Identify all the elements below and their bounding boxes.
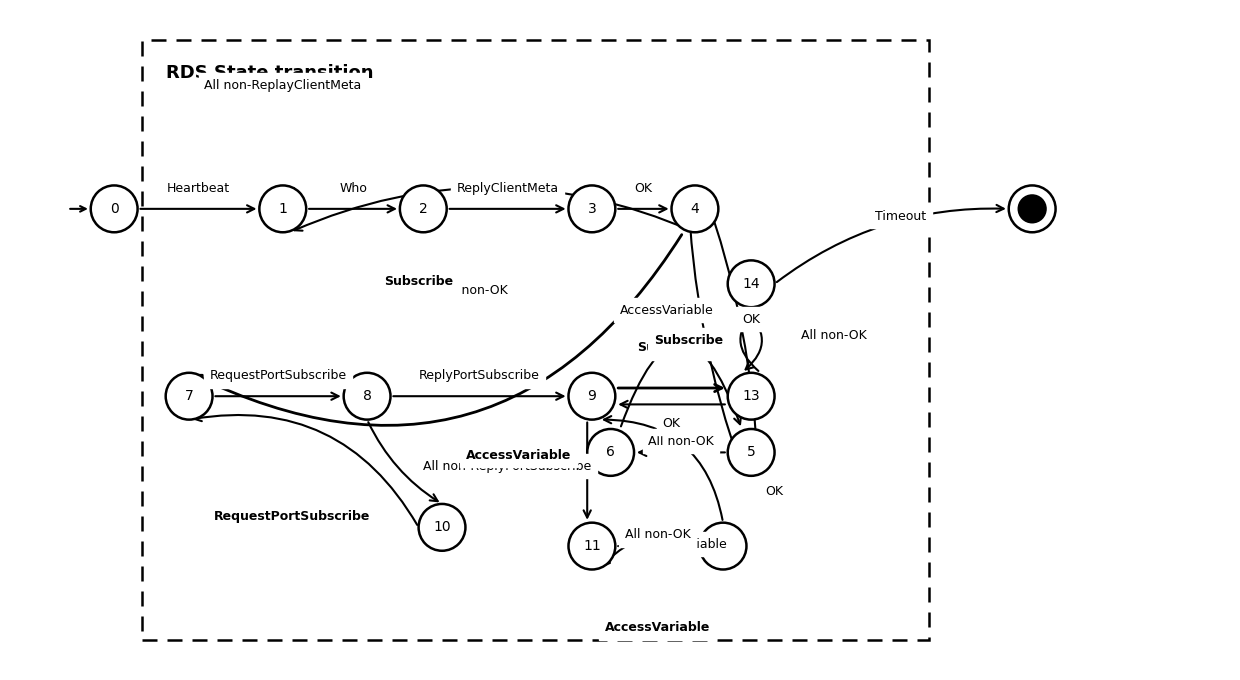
FancyArrowPatch shape bbox=[140, 205, 254, 212]
FancyArrowPatch shape bbox=[620, 401, 725, 408]
FancyArrowPatch shape bbox=[740, 311, 759, 371]
Text: 4: 4 bbox=[691, 202, 699, 216]
Text: ReplyPortSubscribe: ReplyPortSubscribe bbox=[419, 369, 539, 382]
Text: AccessVariable: AccessVariable bbox=[466, 449, 572, 462]
Circle shape bbox=[568, 186, 615, 233]
FancyArrowPatch shape bbox=[584, 422, 590, 517]
Text: Subscribe: Subscribe bbox=[384, 275, 453, 288]
Text: 7: 7 bbox=[185, 389, 193, 403]
FancyArrowPatch shape bbox=[309, 205, 394, 212]
Circle shape bbox=[672, 186, 718, 233]
Text: 3: 3 bbox=[588, 202, 596, 216]
Text: Subscribe: Subscribe bbox=[653, 333, 723, 347]
Text: RequestPortSubscribe: RequestPortSubscribe bbox=[215, 511, 371, 524]
Circle shape bbox=[588, 429, 634, 476]
Text: 11: 11 bbox=[583, 539, 600, 553]
Text: All non-OK: All non-OK bbox=[649, 435, 714, 447]
Text: OK: OK bbox=[765, 486, 784, 498]
FancyArrowPatch shape bbox=[216, 392, 339, 400]
Text: AccessVariable: AccessVariable bbox=[620, 303, 714, 317]
FancyArrowPatch shape bbox=[604, 416, 723, 520]
Text: All non-OK: All non-OK bbox=[625, 528, 691, 541]
Text: 6: 6 bbox=[606, 445, 615, 460]
FancyArrowPatch shape bbox=[270, 188, 294, 219]
Circle shape bbox=[728, 260, 775, 307]
Text: Heartbeat: Heartbeat bbox=[167, 182, 231, 194]
Text: 8: 8 bbox=[362, 389, 372, 403]
FancyArrowPatch shape bbox=[368, 422, 438, 501]
FancyArrowPatch shape bbox=[744, 309, 761, 369]
Text: 14: 14 bbox=[743, 277, 760, 291]
FancyArrowPatch shape bbox=[195, 235, 682, 426]
Text: 10: 10 bbox=[433, 520, 451, 534]
Text: 9: 9 bbox=[588, 389, 596, 403]
Text: 0: 0 bbox=[110, 202, 119, 216]
Circle shape bbox=[343, 373, 391, 420]
Text: 5: 5 bbox=[746, 445, 755, 460]
Text: All non-OK: All non-OK bbox=[441, 284, 507, 296]
Circle shape bbox=[259, 186, 306, 233]
Circle shape bbox=[399, 186, 446, 233]
Circle shape bbox=[1009, 186, 1055, 233]
FancyArrowPatch shape bbox=[294, 188, 692, 231]
FancyArrowPatch shape bbox=[776, 205, 1003, 282]
FancyArrowPatch shape bbox=[393, 392, 563, 400]
Circle shape bbox=[1018, 195, 1045, 222]
Text: 2: 2 bbox=[419, 202, 428, 216]
FancyArrowPatch shape bbox=[618, 543, 694, 549]
Circle shape bbox=[728, 373, 775, 420]
Text: All non-OK: All non-OK bbox=[801, 329, 867, 342]
Circle shape bbox=[568, 373, 615, 420]
FancyArrowPatch shape bbox=[603, 537, 714, 567]
FancyArrowPatch shape bbox=[618, 205, 666, 212]
Text: All non-ReplayClientMeta: All non-ReplayClientMeta bbox=[205, 79, 361, 92]
Text: 12: 12 bbox=[714, 539, 732, 553]
Text: ReplyClientMeta: ReplyClientMeta bbox=[456, 182, 559, 194]
Circle shape bbox=[419, 504, 465, 551]
FancyArrowPatch shape bbox=[618, 384, 722, 392]
FancyArrowPatch shape bbox=[688, 188, 743, 471]
Text: 1: 1 bbox=[278, 202, 288, 216]
Text: Timeout: Timeout bbox=[875, 210, 926, 223]
FancyArrowPatch shape bbox=[639, 449, 725, 456]
Circle shape bbox=[728, 429, 775, 476]
Circle shape bbox=[166, 373, 212, 420]
Circle shape bbox=[568, 523, 615, 569]
Text: RDS State transition: RDS State transition bbox=[166, 64, 373, 82]
Text: OK: OK bbox=[742, 313, 760, 326]
Text: RequestPortSubscribe: RequestPortSubscribe bbox=[210, 369, 347, 382]
Text: 13: 13 bbox=[743, 389, 760, 403]
Text: Subscribe: Subscribe bbox=[637, 341, 706, 354]
Circle shape bbox=[699, 523, 746, 569]
Text: Who: Who bbox=[339, 182, 367, 194]
FancyArrowPatch shape bbox=[703, 190, 758, 473]
Text: OK: OK bbox=[635, 182, 652, 194]
Text: OK: OK bbox=[662, 417, 681, 430]
Text: AccessVariable: AccessVariable bbox=[634, 538, 728, 551]
FancyArrowPatch shape bbox=[621, 343, 742, 426]
FancyArrowPatch shape bbox=[449, 205, 563, 212]
Text: AccessVariable: AccessVariable bbox=[605, 621, 711, 634]
Circle shape bbox=[91, 186, 138, 233]
Text: All non-ReplyPortSubscribe: All non-ReplyPortSubscribe bbox=[423, 460, 591, 473]
FancyArrowPatch shape bbox=[195, 414, 417, 525]
